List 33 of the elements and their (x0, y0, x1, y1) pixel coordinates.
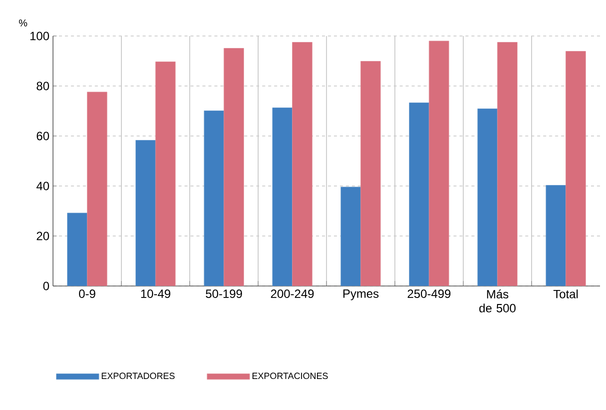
y-tick-label: 0 (43, 282, 50, 290)
y-tick-label: 100 (30, 32, 50, 40)
bar (497, 42, 518, 286)
legend-label: EXPORTADORES (102, 372, 175, 380)
bar (292, 42, 312, 286)
bar (566, 51, 586, 286)
bar (67, 212, 88, 286)
bar (272, 108, 293, 286)
bar (428, 40, 450, 286)
bar (340, 186, 361, 286)
bar (204, 110, 224, 286)
x-tick-label: 50-199 (206, 290, 242, 298)
bar (409, 102, 430, 286)
bar (136, 140, 156, 286)
y-tick-label: 60 (36, 132, 50, 140)
bar (155, 62, 176, 286)
y-tick-label: 40 (36, 182, 50, 190)
bar (360, 61, 381, 286)
bar (477, 108, 498, 286)
legend-label: EXPORTACIONES (252, 372, 328, 380)
x-tick-label: 0-9 (79, 290, 96, 298)
x-tick-label: Pymes (343, 290, 379, 300)
x-tick-label: Más de 500 (479, 290, 516, 312)
y-axis-title: % (18, 19, 28, 26)
x-tick-label: Total (553, 290, 578, 298)
x-tick-label: 10-49 (141, 290, 170, 298)
bar (224, 48, 244, 286)
y-tick-label: 80 (36, 82, 50, 90)
y-tick-label: 20 (36, 232, 50, 240)
x-tick-label: 250-499 (408, 290, 450, 298)
bar (86, 92, 108, 286)
x-tick-label: 200-249 (270, 290, 314, 298)
bar (546, 185, 566, 286)
